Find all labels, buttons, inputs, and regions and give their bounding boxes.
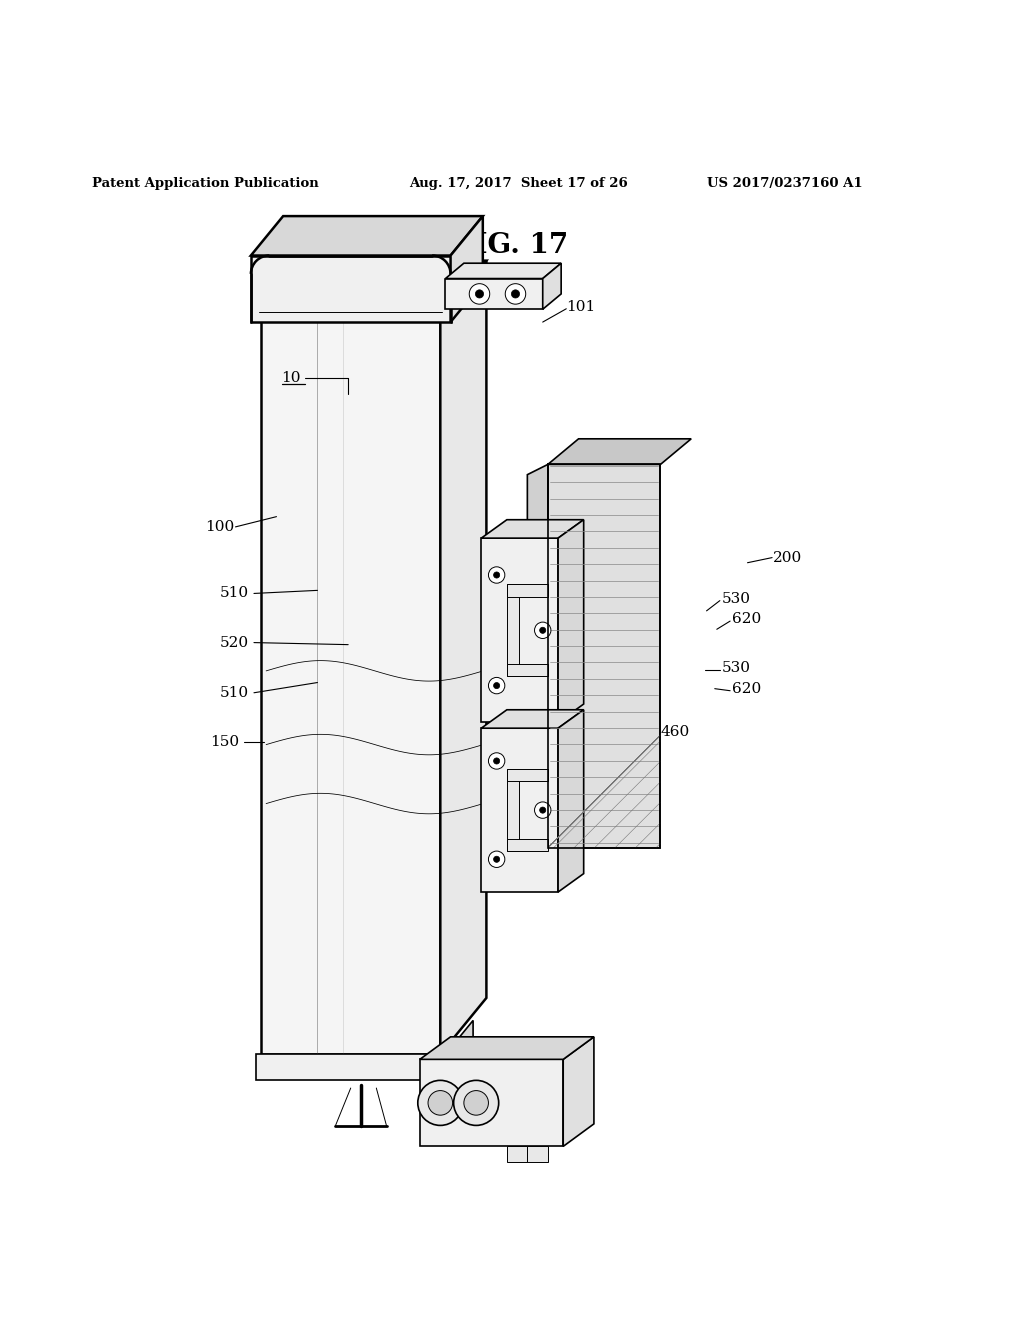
Polygon shape [558, 520, 584, 722]
Circle shape [475, 290, 483, 298]
Text: 620: 620 [732, 612, 762, 626]
Text: 520: 520 [220, 636, 249, 649]
Bar [507, 1146, 527, 1162]
Circle shape [494, 758, 500, 764]
Text: 200: 200 [773, 550, 803, 565]
Circle shape [488, 677, 505, 694]
Circle shape [469, 284, 489, 304]
Polygon shape [445, 1020, 473, 1080]
Polygon shape [481, 710, 584, 729]
Text: 100: 100 [205, 520, 234, 533]
Circle shape [494, 572, 500, 578]
Polygon shape [548, 438, 691, 465]
Polygon shape [420, 1060, 563, 1146]
Circle shape [505, 284, 525, 304]
Text: 150: 150 [210, 735, 239, 748]
Polygon shape [481, 539, 558, 722]
Bar [507, 770, 519, 851]
Polygon shape [527, 465, 548, 847]
Text: Patent Application Publication: Patent Application Publication [92, 177, 318, 190]
Polygon shape [563, 1036, 594, 1146]
Bar [507, 664, 548, 676]
Polygon shape [261, 260, 486, 317]
Circle shape [488, 851, 505, 867]
Polygon shape [251, 216, 482, 256]
Polygon shape [420, 1036, 594, 1060]
Polygon shape [481, 520, 584, 539]
Text: FIG. 17: FIG. 17 [456, 232, 568, 259]
Text: 510: 510 [220, 686, 249, 700]
Polygon shape [445, 279, 543, 309]
Circle shape [454, 1080, 499, 1126]
Circle shape [428, 1090, 453, 1115]
Polygon shape [558, 710, 584, 892]
Text: 460: 460 [660, 725, 690, 739]
Polygon shape [481, 729, 558, 892]
Bar [507, 770, 548, 781]
Circle shape [464, 1090, 488, 1115]
Circle shape [494, 857, 500, 862]
Circle shape [488, 752, 505, 770]
Polygon shape [548, 465, 660, 847]
Circle shape [540, 627, 546, 634]
Bar [507, 838, 548, 851]
Text: US 2017/0237160 A1: US 2017/0237160 A1 [707, 177, 862, 190]
Circle shape [511, 290, 519, 298]
Bar [256, 1055, 445, 1080]
Text: 101: 101 [566, 300, 596, 314]
Circle shape [535, 803, 551, 818]
Text: 620: 620 [732, 681, 762, 696]
Polygon shape [445, 263, 561, 279]
Text: 530: 530 [722, 661, 751, 676]
Text: 330: 330 [425, 1081, 454, 1096]
Polygon shape [261, 317, 440, 1055]
Circle shape [540, 807, 546, 813]
Circle shape [488, 566, 505, 583]
Bar [507, 585, 548, 597]
Polygon shape [543, 263, 561, 309]
Text: 10: 10 [282, 371, 301, 385]
Circle shape [535, 622, 551, 639]
Circle shape [494, 682, 500, 689]
Text: 430: 430 [594, 781, 623, 795]
Bar [507, 585, 519, 676]
Polygon shape [451, 216, 482, 322]
Text: 510: 510 [220, 586, 249, 601]
Text: Aug. 17, 2017  Sheet 17 of 26: Aug. 17, 2017 Sheet 17 of 26 [410, 177, 629, 190]
Text: 530: 530 [722, 591, 751, 606]
Circle shape [418, 1080, 463, 1126]
Bar [527, 1146, 548, 1162]
Polygon shape [440, 260, 486, 1055]
Polygon shape [251, 256, 451, 322]
